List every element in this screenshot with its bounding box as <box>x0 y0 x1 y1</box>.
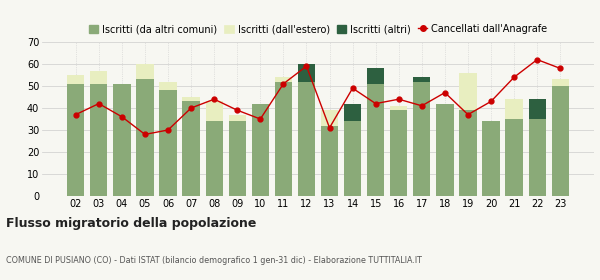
Bar <box>344 121 361 196</box>
Bar <box>206 101 223 121</box>
Bar <box>390 110 407 196</box>
Bar <box>67 75 85 84</box>
Bar <box>275 81 292 196</box>
Bar <box>298 64 315 81</box>
Text: Flusso migratorio della popolazione: Flusso migratorio della popolazione <box>6 217 256 230</box>
Bar <box>182 101 200 196</box>
Bar <box>436 104 454 196</box>
Bar <box>482 121 500 196</box>
Bar <box>182 97 200 101</box>
Legend: Iscritti (da altri comuni), Iscritti (dall'estero), Iscritti (altri), Cancellati: Iscritti (da altri comuni), Iscritti (da… <box>89 24 547 34</box>
Bar <box>529 119 546 196</box>
Bar <box>367 68 385 84</box>
Bar <box>529 99 546 119</box>
Bar <box>206 121 223 196</box>
Bar <box>413 81 430 196</box>
Bar <box>136 64 154 80</box>
Bar <box>298 81 315 196</box>
Bar <box>160 81 176 90</box>
Bar <box>229 115 246 121</box>
Bar <box>67 84 85 196</box>
Bar <box>90 71 107 84</box>
Bar <box>390 106 407 110</box>
Bar <box>505 119 523 196</box>
Bar <box>321 126 338 196</box>
Bar <box>229 121 246 196</box>
Bar <box>344 104 361 121</box>
Bar <box>251 104 269 196</box>
Bar <box>460 73 476 110</box>
Bar <box>413 77 430 81</box>
Bar <box>160 90 176 196</box>
Bar <box>551 80 569 86</box>
Bar <box>551 86 569 196</box>
Bar <box>321 110 338 126</box>
Bar <box>90 84 107 196</box>
Bar <box>113 84 131 196</box>
Text: COMUNE DI PUSIANO (CO) - Dati ISTAT (bilancio demografico 1 gen-31 dic) - Elabor: COMUNE DI PUSIANO (CO) - Dati ISTAT (bil… <box>6 256 422 265</box>
Bar <box>136 80 154 196</box>
Bar <box>505 99 523 119</box>
Bar <box>275 77 292 81</box>
Bar <box>460 110 476 196</box>
Bar <box>367 84 385 196</box>
